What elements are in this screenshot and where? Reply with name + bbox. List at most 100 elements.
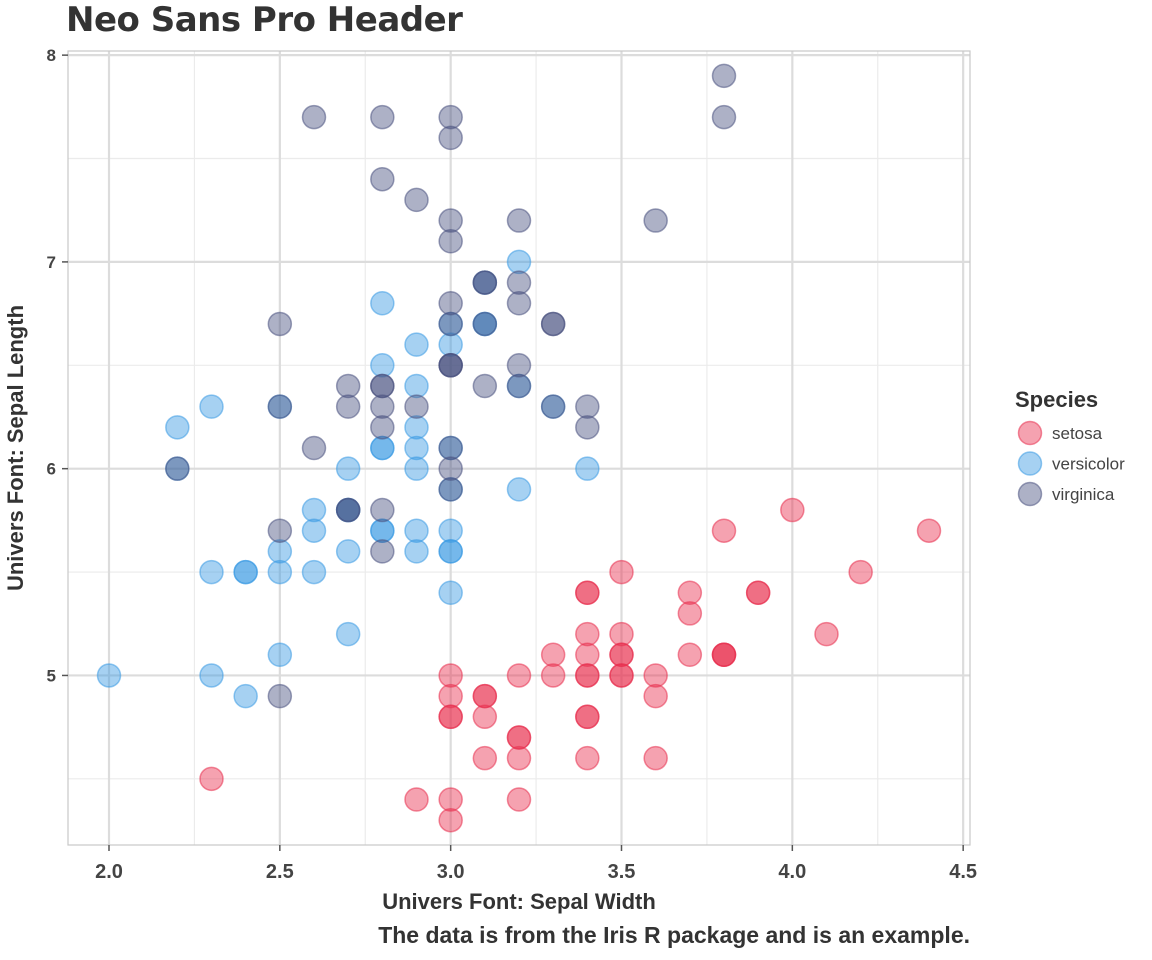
data-point-setosa xyxy=(643,683,668,709)
data-point-virginica xyxy=(438,353,463,378)
x-axis-ticks: 2.0 2.5 3.0 3.5 4.0 4.5 xyxy=(95,845,977,883)
x-tick-label: 3.5 xyxy=(608,861,636,883)
data-point-setosa xyxy=(472,683,498,709)
data-point-setosa xyxy=(677,580,703,605)
data-point-versicolor xyxy=(233,683,258,709)
legend-label-versicolor: versicolor xyxy=(1052,455,1125,474)
data-point-setosa xyxy=(404,787,429,812)
data-point-setosa xyxy=(506,745,532,771)
data-point-virginica xyxy=(370,166,395,192)
data-point-versicolor xyxy=(438,580,463,605)
data-point-virginica xyxy=(370,415,395,440)
data-point-versicolor xyxy=(404,415,429,440)
chart-caption: The data is from the Iris R package and … xyxy=(378,922,970,948)
data-point-setosa xyxy=(438,683,463,709)
data-point-setosa xyxy=(848,559,873,585)
data-point-virginica xyxy=(267,311,293,337)
data-point-setosa xyxy=(438,663,463,688)
data-point-versicolor xyxy=(404,332,429,357)
data-point-setosa xyxy=(575,580,600,605)
data-point-virginica xyxy=(438,456,463,481)
data-point-virginica xyxy=(370,394,395,419)
data-point-versicolor xyxy=(575,456,600,481)
data-point-virginica xyxy=(575,415,600,440)
data-point-virginica xyxy=(472,373,498,399)
legend-key-virginica xyxy=(1017,481,1043,507)
data-point-setosa xyxy=(643,663,668,688)
data-point-setosa xyxy=(609,642,634,668)
x-axis-title: Univers Font: Sepal Width xyxy=(382,889,656,914)
data-point-versicolor xyxy=(199,663,224,688)
data-point-virginica xyxy=(301,104,327,130)
data-point-setosa xyxy=(609,559,634,585)
data-point-virginica xyxy=(370,497,395,523)
data-point-virginica xyxy=(506,291,532,316)
data-point-setosa xyxy=(745,580,771,605)
data-point-setosa xyxy=(472,745,498,771)
data-point-setosa xyxy=(506,787,532,812)
data-point-setosa xyxy=(199,766,224,792)
data-point-virginica xyxy=(370,104,395,130)
data-point-virginica xyxy=(506,353,532,378)
data-point-virginica xyxy=(575,394,600,419)
x-tick-label: 2.5 xyxy=(266,861,294,883)
data-point-virginica xyxy=(438,291,463,316)
data-point-versicolor xyxy=(267,539,293,564)
y-tick-label: 8 xyxy=(47,46,56,65)
data-point-virginica xyxy=(301,435,327,461)
legend-items: setosa versicolor virginica xyxy=(1017,420,1125,507)
legend-label-setosa: setosa xyxy=(1052,424,1103,443)
data-point-virginica xyxy=(335,394,361,419)
data-point-virginica xyxy=(438,435,463,461)
data-point-setosa xyxy=(916,518,942,543)
data-point-versicolor xyxy=(370,291,395,316)
data-point-versicolor xyxy=(165,415,190,440)
legend-title: Species xyxy=(1015,387,1098,412)
data-point-virginica xyxy=(267,518,293,543)
y-tick-label: 6 xyxy=(47,460,56,479)
legend-key-versicolor xyxy=(1017,451,1043,476)
data-point-versicolor xyxy=(438,518,463,543)
data-point-setosa xyxy=(814,621,839,647)
data-point-virginica xyxy=(438,125,463,151)
data-point-setosa xyxy=(575,621,600,647)
data-point-versicolor xyxy=(267,642,293,668)
data-point-virginica xyxy=(506,373,532,399)
plot-border xyxy=(67,50,971,846)
data-point-versicolor xyxy=(370,353,395,378)
x-tick-label: 4.5 xyxy=(949,861,977,883)
data-point-versicolor xyxy=(301,518,327,543)
data-point-virginica xyxy=(711,104,737,130)
data-point-virginica xyxy=(438,311,463,337)
data-point-setosa xyxy=(677,601,703,626)
data-point-versicolor xyxy=(404,435,429,461)
data-point-virginica xyxy=(506,270,532,295)
data-point-setosa xyxy=(677,642,703,668)
data-point-versicolor xyxy=(438,332,463,357)
data-point-virginica xyxy=(267,394,293,419)
data-point-setosa xyxy=(643,745,668,771)
data-point-virginica xyxy=(438,208,463,233)
data-point-setosa xyxy=(438,787,463,812)
y-axis-title: Univers Font: Sepal Length xyxy=(3,305,28,591)
data-point-versicolor xyxy=(438,539,463,564)
data-points xyxy=(96,63,942,833)
legend: Species setosa versicolor virginica xyxy=(1015,387,1125,507)
data-point-setosa xyxy=(609,663,634,688)
data-point-setosa xyxy=(540,642,566,668)
data-point-setosa xyxy=(438,807,463,833)
data-point-versicolor xyxy=(404,373,429,399)
x-tick-label: 3.0 xyxy=(437,861,465,883)
y-tick-label: 7 xyxy=(47,253,56,272)
data-point-versicolor xyxy=(301,497,327,523)
data-point-virginica xyxy=(643,208,668,233)
data-point-versicolor xyxy=(404,456,429,481)
data-point-versicolor xyxy=(199,394,224,419)
data-point-versicolor xyxy=(404,518,429,543)
legend-key-setosa xyxy=(1017,420,1043,446)
data-point-virginica xyxy=(335,497,361,523)
data-point-versicolor xyxy=(199,559,224,585)
data-point-versicolor xyxy=(370,435,395,461)
data-point-setosa xyxy=(472,704,498,730)
